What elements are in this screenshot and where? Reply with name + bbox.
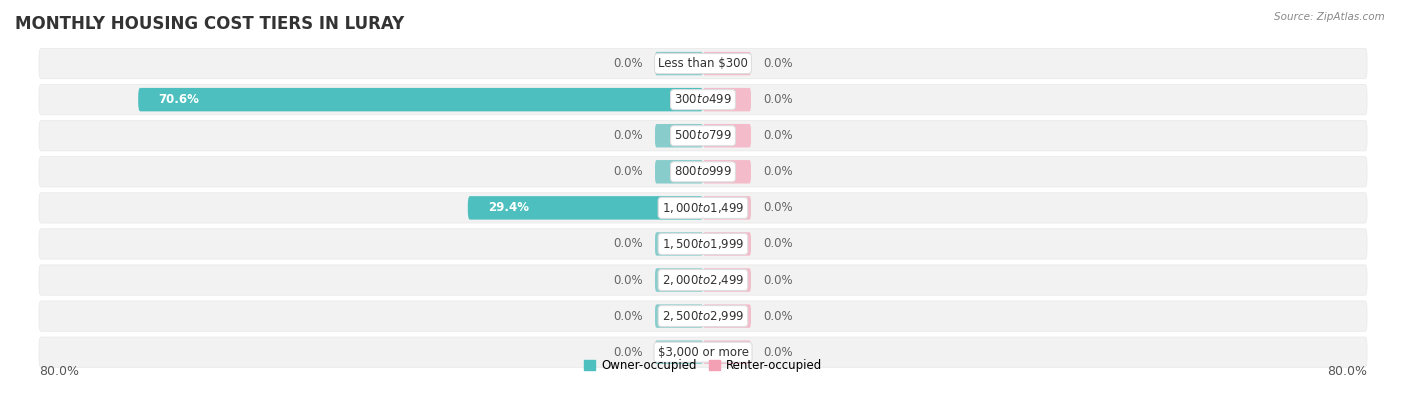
Text: 0.0%: 0.0% [763,237,793,251]
Text: 0.0%: 0.0% [763,201,793,215]
FancyBboxPatch shape [703,160,751,183]
Text: 70.6%: 70.6% [159,93,200,106]
Text: 29.4%: 29.4% [488,201,529,215]
FancyBboxPatch shape [39,156,1367,187]
Text: 0.0%: 0.0% [763,273,793,286]
FancyBboxPatch shape [703,196,751,220]
Text: 0.0%: 0.0% [763,310,793,322]
FancyBboxPatch shape [703,232,751,256]
Text: 0.0%: 0.0% [613,273,643,286]
FancyBboxPatch shape [39,301,1367,331]
Text: Less than $300: Less than $300 [658,57,748,70]
Text: $800 to $999: $800 to $999 [673,165,733,178]
FancyBboxPatch shape [39,85,1367,115]
FancyBboxPatch shape [655,304,703,328]
FancyBboxPatch shape [39,121,1367,151]
Text: MONTHLY HOUSING COST TIERS IN LURAY: MONTHLY HOUSING COST TIERS IN LURAY [15,15,405,33]
FancyBboxPatch shape [655,52,703,75]
Text: 0.0%: 0.0% [763,93,793,106]
Text: 0.0%: 0.0% [613,165,643,178]
Text: 0.0%: 0.0% [763,57,793,70]
Text: 0.0%: 0.0% [763,129,793,142]
FancyBboxPatch shape [703,269,751,292]
FancyBboxPatch shape [39,265,1367,295]
Text: 0.0%: 0.0% [613,129,643,142]
FancyBboxPatch shape [703,304,751,328]
FancyBboxPatch shape [655,124,703,147]
Text: $300 to $499: $300 to $499 [673,93,733,106]
FancyBboxPatch shape [703,52,751,75]
FancyBboxPatch shape [655,269,703,292]
Text: 0.0%: 0.0% [613,57,643,70]
Text: 0.0%: 0.0% [763,346,793,359]
Text: 80.0%: 80.0% [39,365,79,378]
FancyBboxPatch shape [703,124,751,147]
FancyBboxPatch shape [703,88,751,111]
FancyBboxPatch shape [655,232,703,256]
FancyBboxPatch shape [39,229,1367,259]
Text: $2,000 to $2,499: $2,000 to $2,499 [662,273,744,287]
Text: $1,500 to $1,999: $1,500 to $1,999 [662,237,744,251]
FancyBboxPatch shape [655,160,703,183]
Legend: Owner-occupied, Renter-occupied: Owner-occupied, Renter-occupied [579,354,827,377]
FancyBboxPatch shape [138,88,703,111]
Text: $2,500 to $2,999: $2,500 to $2,999 [662,309,744,323]
FancyBboxPatch shape [703,340,751,364]
Text: $500 to $799: $500 to $799 [673,129,733,142]
FancyBboxPatch shape [39,49,1367,79]
Text: $1,000 to $1,499: $1,000 to $1,499 [662,201,744,215]
Text: 0.0%: 0.0% [613,346,643,359]
FancyBboxPatch shape [39,193,1367,223]
FancyBboxPatch shape [468,196,703,220]
Text: 80.0%: 80.0% [1327,365,1367,378]
Text: Source: ZipAtlas.com: Source: ZipAtlas.com [1274,12,1385,22]
Text: 0.0%: 0.0% [613,237,643,251]
Text: $3,000 or more: $3,000 or more [658,346,748,359]
Text: 0.0%: 0.0% [613,310,643,322]
FancyBboxPatch shape [39,337,1367,367]
FancyBboxPatch shape [655,340,703,364]
Text: 0.0%: 0.0% [763,165,793,178]
